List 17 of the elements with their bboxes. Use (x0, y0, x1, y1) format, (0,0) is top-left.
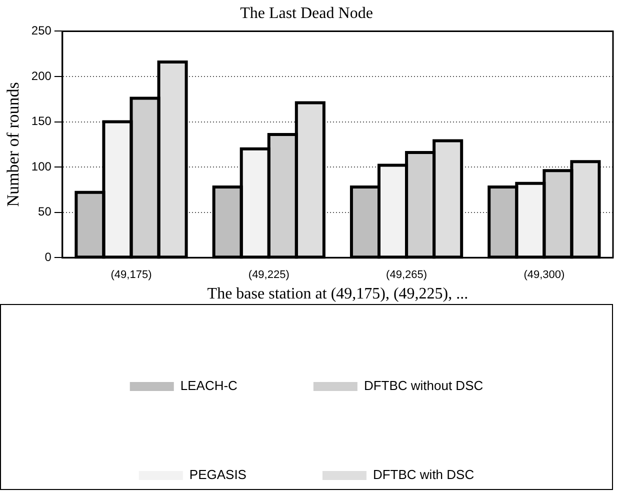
legend-label: LEACH-C (180, 378, 238, 394)
x-tick-label: (49,225) (248, 269, 290, 282)
chart-title: The Last Dead Node (240, 4, 373, 22)
x-tick-label: (49,175) (110, 269, 152, 282)
x-tick-label: (49,265) (386, 269, 428, 282)
legend-label: PEGASIS (189, 467, 247, 482)
y-tick-label: 50 (38, 204, 52, 219)
y-axis-title: Number of rounds (4, 82, 23, 207)
x-tick-label: (49,300) (524, 269, 565, 282)
y-tick-label: 0 (44, 250, 52, 264)
y-tick-label: 250 (31, 24, 52, 38)
y-tick-label: 150 (31, 114, 52, 128)
y-tick-label: 200 (31, 68, 52, 83)
legend-label: DFTBC without DSC (364, 378, 484, 394)
legend-label: DFTBC with DSC (372, 467, 474, 482)
y-tick-label: 100 (31, 159, 52, 174)
x-axis-title: The base station at (49,175), (49,225), ... (207, 286, 468, 303)
